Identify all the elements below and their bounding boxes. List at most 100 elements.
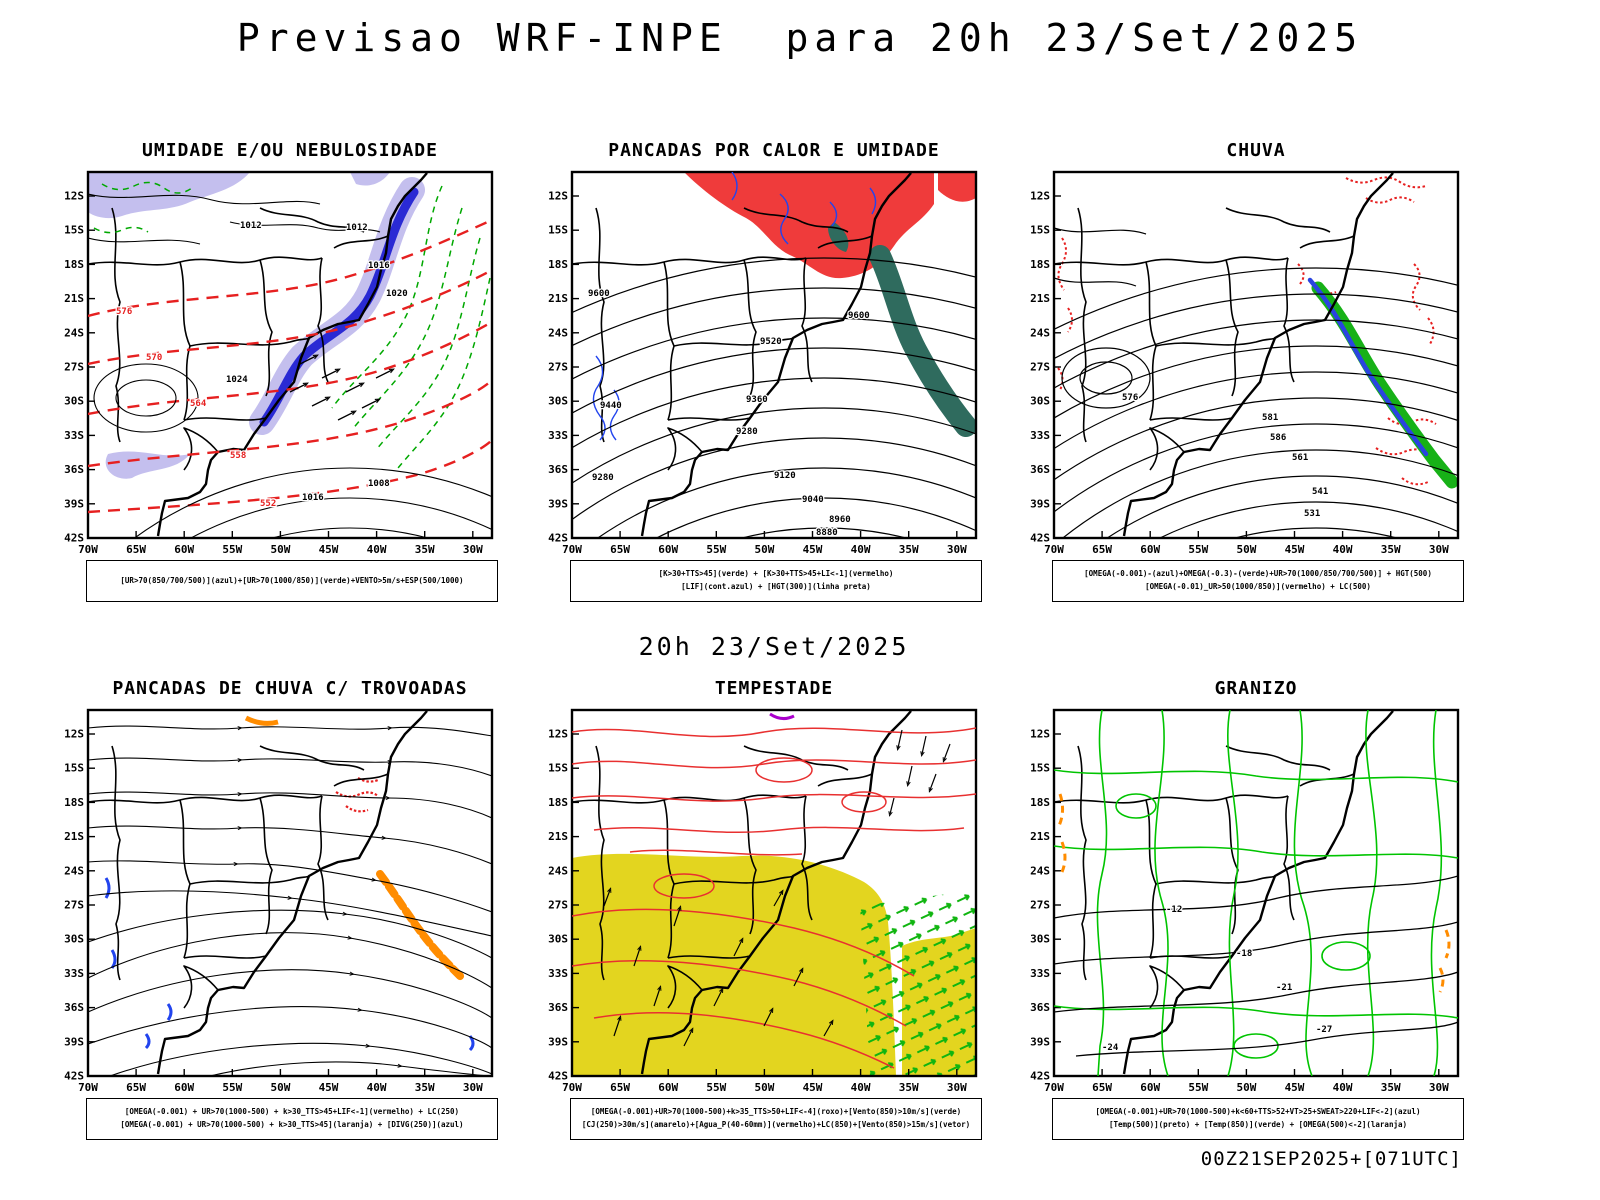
svg-text:33S: 33S bbox=[1030, 429, 1050, 442]
lif-contours bbox=[592, 172, 877, 441]
panel-pancadas-calor-umidade: PANCADAS POR CALOR E UMIDADE 12S 15S 18S 21… bbox=[534, 140, 994, 602]
contour-label: 9120 bbox=[774, 471, 796, 481]
svg-text:15S: 15S bbox=[1030, 224, 1050, 237]
caption-box: [OMEGA(-0.001)+UR>70(1000-500)+k<60+TTS>… bbox=[1052, 1098, 1464, 1140]
svg-text:30W: 30W bbox=[463, 1081, 483, 1094]
contour-lines: -12 -18 -21 -24 -27 bbox=[1054, 710, 1458, 1076]
svg-text:30S: 30S bbox=[1030, 395, 1050, 408]
svg-text:35W: 35W bbox=[415, 543, 435, 556]
jet-yellow-area bbox=[572, 853, 896, 1076]
svg-text:42S: 42S bbox=[64, 532, 84, 545]
svg-text:18S: 18S bbox=[548, 258, 568, 271]
hgt300-contours bbox=[572, 257, 976, 538]
contour-label: 9280 bbox=[736, 427, 758, 437]
caption-line: [UR>70(850/700/500)](azul)+[UR>70(1000/8… bbox=[120, 575, 464, 585]
svg-text:12S: 12S bbox=[64, 728, 84, 741]
svg-text:50W: 50W bbox=[754, 543, 774, 556]
panel-pancadas-trovoadas: PANCADAS DE CHUVA C/ TROVOADAS 12S 15S 18S… bbox=[50, 678, 510, 1140]
panel-title: GRANIZO bbox=[1214, 678, 1298, 699]
svg-text:30S: 30S bbox=[64, 933, 84, 946]
svg-text:65W: 65W bbox=[610, 543, 630, 556]
svg-text:70W: 70W bbox=[78, 543, 98, 556]
svg-text:15S: 15S bbox=[1030, 762, 1050, 775]
svg-text:55W: 55W bbox=[706, 543, 726, 556]
svg-text:65W: 65W bbox=[1092, 543, 1112, 556]
contour-label: -24 bbox=[1102, 1043, 1119, 1053]
caption-line: [OMEGA(-0.001)+UR>70(1000-500)+k<60+TTS>… bbox=[1095, 1107, 1421, 1117]
svg-text:24S: 24S bbox=[1030, 326, 1050, 339]
svg-text:35W: 35W bbox=[899, 543, 919, 556]
svg-text:45W: 45W bbox=[319, 543, 339, 556]
svg-text:70W: 70W bbox=[78, 1081, 98, 1094]
caption-box: [UR>70(850/700/500)](azul)+[UR>70(1000/8… bbox=[86, 560, 498, 602]
panel-title: CHUVA bbox=[1226, 140, 1286, 161]
contour-label: 541 bbox=[1312, 487, 1328, 497]
contour-label: 9280 bbox=[592, 473, 614, 483]
svg-text:55W: 55W bbox=[706, 1081, 726, 1094]
svg-text:36S: 36S bbox=[1030, 463, 1050, 476]
svg-text:36S: 36S bbox=[1030, 1001, 1050, 1014]
svg-text:50W: 50W bbox=[1236, 1081, 1256, 1094]
caption-box: [OMEGA(-0.001)+UR>70(1000-500)+k>35_TTS>… bbox=[570, 1098, 982, 1140]
contour-label: 586 bbox=[1270, 433, 1286, 443]
contour-label: 9440 bbox=[600, 401, 622, 411]
contour-label: 8960 bbox=[829, 515, 851, 525]
page-title: Previsao WRF-INPE para 20h 23/Set/2025 bbox=[236, 16, 1364, 60]
caption-box: [OMEGA(-0.001) + UR>70(1000-500) + k>30_… bbox=[86, 1098, 498, 1140]
svg-text:21S: 21S bbox=[64, 292, 84, 305]
svg-text:36S: 36S bbox=[64, 463, 84, 476]
contour-label: -18 bbox=[1236, 949, 1252, 959]
svg-text:35W: 35W bbox=[1381, 1081, 1401, 1094]
contour-label: 581 bbox=[1262, 413, 1278, 423]
svg-text:60W: 60W bbox=[174, 1081, 194, 1094]
svg-text:65W: 65W bbox=[126, 543, 146, 556]
svg-text:30S: 30S bbox=[548, 933, 568, 946]
thickness-contours bbox=[88, 218, 492, 514]
omega-orange-marks bbox=[1056, 793, 1451, 993]
svg-text:60W: 60W bbox=[658, 543, 678, 556]
svg-text:39S: 39S bbox=[1030, 1035, 1050, 1048]
panel-title: PANCADAS POR CALOR E UMIDADE bbox=[608, 140, 940, 161]
svg-text:30W: 30W bbox=[1429, 543, 1449, 556]
svg-text:50W: 50W bbox=[754, 1081, 774, 1094]
svg-text:15S: 15S bbox=[64, 224, 84, 237]
caption-line: [OMEGA(-0.001)+UR>70(1000-500)+k>35_TTS>… bbox=[590, 1107, 962, 1117]
svg-text:24S: 24S bbox=[64, 326, 84, 339]
streamlines bbox=[88, 725, 492, 1076]
svg-text:55W: 55W bbox=[1188, 1081, 1208, 1094]
svg-text:33S: 33S bbox=[64, 967, 84, 980]
contour-label: 1016 bbox=[302, 493, 324, 503]
contour-label: 1012 bbox=[346, 223, 368, 233]
svg-text:40W: 40W bbox=[367, 543, 387, 556]
contour-label: 1020 bbox=[386, 289, 408, 299]
caption-line: [OMEGA(-0.01)_UR>50(1000/850)](vermelho)… bbox=[1145, 582, 1371, 591]
contour-label: -27 bbox=[1316, 1025, 1332, 1035]
caption-box: [K>30+TTS>45](verde) + [K>30+TTS>45+LI<-… bbox=[570, 560, 982, 602]
svg-text:24S: 24S bbox=[1030, 864, 1050, 877]
contour-label: 561 bbox=[1292, 453, 1308, 463]
contour-label: 9360 bbox=[746, 395, 768, 405]
svg-text:30W: 30W bbox=[947, 543, 967, 556]
svg-text:24S: 24S bbox=[64, 864, 84, 877]
contour-lines: 9600 9600 9520 9440 9360 9280 9280 9120 … bbox=[572, 172, 976, 538]
svg-text:30W: 30W bbox=[463, 543, 483, 556]
svg-text:33S: 33S bbox=[548, 429, 568, 442]
svg-text:27S: 27S bbox=[1030, 361, 1050, 374]
panel-granizo: GRANIZO 12S 15S 18S 21S 24S 27S 30S 33S 36S 39S 42… bbox=[1016, 678, 1476, 1140]
svg-text:42S: 42S bbox=[548, 532, 568, 545]
contour-label: 8880 bbox=[816, 528, 838, 538]
svg-text:39S: 39S bbox=[64, 497, 84, 510]
svg-text:39S: 39S bbox=[548, 497, 568, 510]
svg-text:27S: 27S bbox=[1030, 899, 1050, 912]
contour-label: -12 bbox=[1166, 905, 1182, 915]
caption-line: [Temp(500)](preto) + [Temp(850)](verde) … bbox=[1108, 1120, 1407, 1129]
wind-arrows bbox=[289, 356, 392, 421]
svg-text:35W: 35W bbox=[1381, 543, 1401, 556]
panel-chuva: CHUVA 12S 15S 18S 21S 24S 27S 30S 33S 36S 39S 42S 7… bbox=[1016, 140, 1476, 602]
svg-text:15S: 15S bbox=[64, 762, 84, 775]
